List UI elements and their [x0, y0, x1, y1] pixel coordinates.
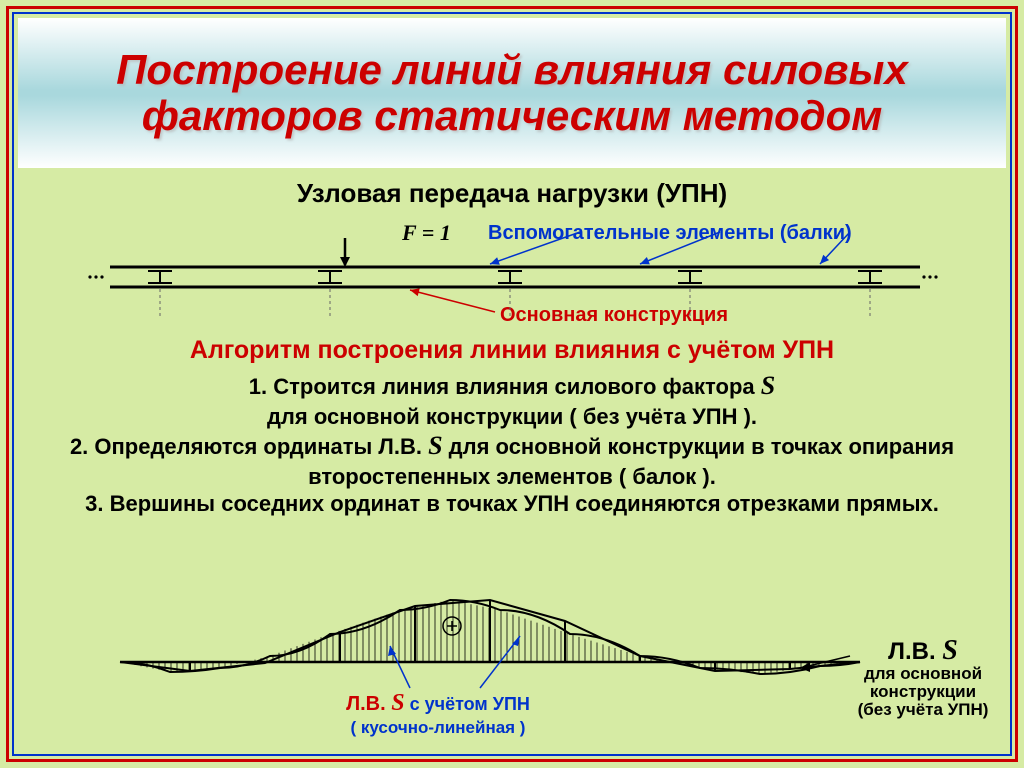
subtitle: Узловая передача нагрузки (УПН) [0, 178, 1024, 209]
main-construction-label: Л.В. S для основной конструкции (без учё… [838, 636, 1008, 719]
s-symbol: S [428, 431, 442, 460]
lv1-prefix: Л.В. [346, 693, 391, 715]
step-2: 2. Определяются ординаты Л.В. S для осно… [40, 430, 984, 490]
s-symbol: S [391, 690, 404, 716]
piecewise-linear-label: Л.В. S с учётом УПН ( кусочно-линейная ) [288, 690, 588, 738]
step-1: 1. Строится линия влияния силового факто… [40, 370, 984, 430]
s-symbol: S [942, 635, 958, 666]
beam-svg [80, 220, 944, 330]
beam-diagram: F = 1 Вспомогательные элементы (балки) О… [80, 220, 944, 330]
lv2-sub1: для основной [838, 665, 1008, 683]
lv2-sub3: (без учёта УПН) [838, 701, 1008, 719]
algorithm-title: Алгоритм построения линии влияния с учёт… [0, 336, 1024, 365]
page-title: Построение линий влияния силовых факторо… [18, 47, 1006, 139]
lv2-prefix: Л.В. [888, 638, 942, 665]
step1-text-b: для основной конструкции ( без учёта УПН… [267, 404, 757, 429]
title-band: Построение линий влияния силовых факторо… [18, 18, 1006, 168]
step3-text: 3. Вершины соседних ординат в точках УПН… [85, 491, 939, 516]
step2-text-a: 2. Определяются ординаты Л.В. [70, 434, 428, 459]
lv1-upn: с учётом УПН [405, 694, 530, 714]
step-3: 3. Вершины соседних ординат в точках УПН… [40, 490, 984, 518]
lv2-sub2: конструкции [838, 683, 1008, 701]
s-symbol: S [761, 371, 775, 400]
lv1-paren: ( кусочно-линейная ) [351, 718, 526, 737]
step1-text-a: 1. Строится линия влияния силового факто… [249, 374, 761, 399]
